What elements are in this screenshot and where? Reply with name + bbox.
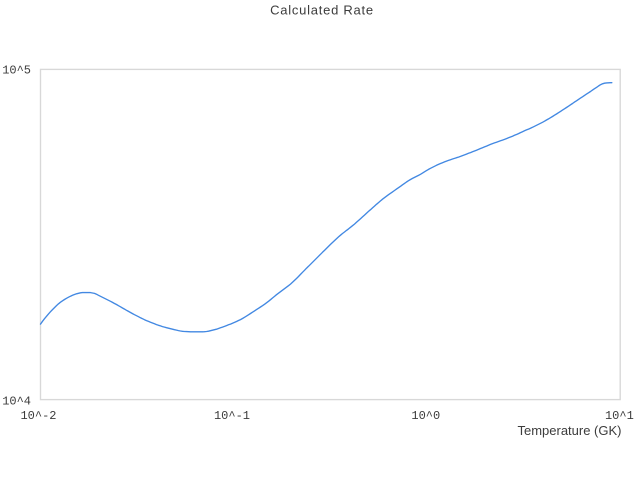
svg-text:10^0: 10^0 <box>411 409 440 423</box>
svg-text:Calculated Rate: Calculated Rate <box>270 3 374 18</box>
svg-text:10^-2: 10^-2 <box>20 409 56 423</box>
svg-text:10^5: 10^5 <box>2 63 31 77</box>
svg-text:10^1: 10^1 <box>605 409 634 423</box>
svg-text:10^-1: 10^-1 <box>214 409 250 423</box>
svg-text:10^4: 10^4 <box>2 394 31 408</box>
svg-text:Temperature (GK): Temperature (GK) <box>517 423 621 438</box>
